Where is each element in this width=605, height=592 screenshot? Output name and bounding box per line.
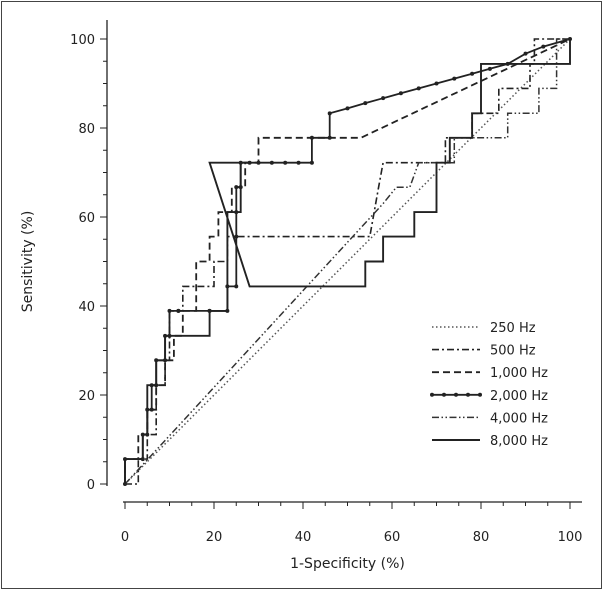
x-tick-label: 40 <box>295 530 312 545</box>
series-marker <box>345 106 350 111</box>
series-marker <box>309 160 314 165</box>
series-marker <box>381 96 386 101</box>
legend-label: 2,000 Hz <box>490 389 548 404</box>
series-marker <box>434 81 439 86</box>
series-marker <box>327 135 332 140</box>
legend-marker <box>478 392 482 397</box>
x-tick-label: 100 <box>558 530 583 545</box>
legend-label: 4,000 Hz <box>490 411 548 426</box>
x-tick-label: 60 <box>384 530 401 545</box>
y-tick-label: 60 <box>78 211 95 226</box>
x-tick-label: 20 <box>206 530 223 545</box>
legend-marker <box>430 392 434 397</box>
series-marker <box>283 160 288 165</box>
series-line-4 <box>124 38 570 485</box>
series-marker <box>523 51 528 56</box>
series-marker <box>296 160 301 165</box>
y-tick-label: 40 <box>78 300 95 315</box>
series-marker <box>256 160 261 165</box>
y-tick-label: 100 <box>70 33 95 48</box>
legend-marker <box>466 392 470 397</box>
legend-marker <box>442 392 446 397</box>
series-marker <box>149 407 154 412</box>
x-tick-label: 0 <box>121 530 129 545</box>
series-line-5 <box>124 39 571 484</box>
series-marker <box>269 160 274 165</box>
series-marker <box>452 76 457 81</box>
series-marker <box>541 44 546 49</box>
legend-label: 1,000 Hz <box>490 366 548 381</box>
x-axis-title: 1-Specificity (%) <box>290 556 405 572</box>
series-marker <box>327 111 332 116</box>
series-layer <box>123 37 572 486</box>
series-marker <box>470 71 475 76</box>
legend-marker <box>454 392 458 397</box>
series-marker <box>309 135 314 140</box>
series-marker <box>416 86 421 91</box>
y-tick-label: 80 <box>78 122 95 137</box>
series-marker <box>234 284 239 289</box>
y-axis-title: Sensitivity (%) <box>20 211 36 313</box>
series-marker <box>176 308 181 313</box>
legend-label: 500 Hz <box>490 344 536 359</box>
series-marker <box>167 308 172 313</box>
legend: 250 Hz 500 Hz 1,000 Hz 2,000 Hz 4,000 Hz 8,00… <box>430 321 548 449</box>
series-marker <box>234 234 239 239</box>
x-tick-label: 80 <box>473 530 490 545</box>
legend-label: 8,000 Hz <box>490 434 548 449</box>
series-marker <box>487 66 492 71</box>
y-tick-label: 0 <box>87 478 95 493</box>
legend-label: 250 Hz <box>490 321 536 336</box>
series-line-0 <box>124 38 571 485</box>
series-marker <box>363 101 368 106</box>
series-marker <box>234 185 239 190</box>
series-marker <box>398 91 403 96</box>
y-tick-label: 20 <box>78 389 95 404</box>
axes: 0 20 40 60 80 100 0 20 40 60 80 100 <box>70 20 582 545</box>
